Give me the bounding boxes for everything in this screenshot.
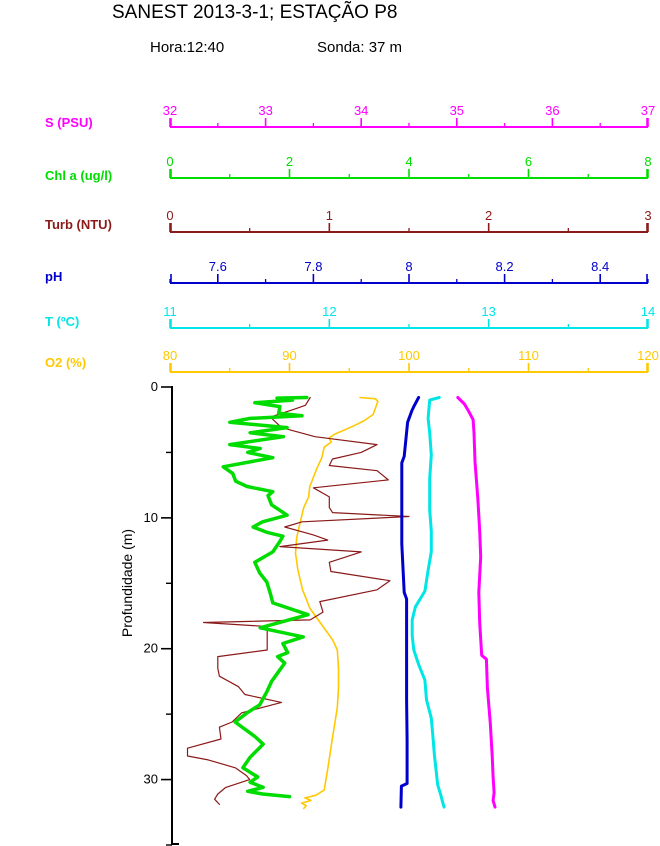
tick-label-pH: 7.6 xyxy=(209,259,227,274)
sonda-label: Sonda: 37 m xyxy=(317,39,403,56)
tick-label-Turb: 2 xyxy=(485,208,492,223)
tick-label-Chl: 2 xyxy=(286,154,293,169)
axis-pH: 7.6 7.8 8 8.2 8.4 xyxy=(169,259,649,284)
axis-label-ph: pH xyxy=(45,269,63,284)
tick-label-O2: 90 xyxy=(282,348,296,363)
tick-label-S: 35 xyxy=(450,103,464,118)
axis-label-temperature: T (ºC) xyxy=(45,314,80,329)
tick-label-T: 12 xyxy=(322,304,336,319)
tick-label-Chl: 4 xyxy=(405,154,412,169)
tick-label-pH: 7.8 xyxy=(304,259,322,274)
tick-label-S: 36 xyxy=(545,103,559,118)
tick-label-pH: 8.2 xyxy=(496,259,514,274)
profile-Turb xyxy=(186,396,410,806)
tick-label-T: 13 xyxy=(481,304,495,319)
tick-label-O2: 80 xyxy=(163,348,177,363)
depth-tick-label: 10 xyxy=(144,510,158,525)
tick-label-S: 32 xyxy=(163,103,177,118)
tick-label-Chl: 0 xyxy=(166,154,173,169)
axis-label-chlorophyll: Chl a (ug/l) xyxy=(45,168,113,183)
axis-label-turbidity: Turb (NTU) xyxy=(45,217,112,232)
tick-label-Turb: 3 xyxy=(644,208,651,223)
tick-label-S: 34 xyxy=(354,103,368,118)
tick-label-Turb: 1 xyxy=(326,208,333,223)
axis-T: 11 12 13 14 xyxy=(163,304,655,329)
tick-label-T: 14 xyxy=(641,304,655,319)
axis-label-salinity: S (PSU) xyxy=(45,115,93,130)
tick-label-O2: 100 xyxy=(398,348,420,363)
tick-label-Chl: 8 xyxy=(644,154,651,169)
chart-title: SANEST 2013-3-1; ESTAÇÃO P8 xyxy=(112,2,398,23)
tick-label-pH: 8.4 xyxy=(591,259,609,274)
axis-Turb: 0 1 2 3 xyxy=(166,208,652,233)
tick-label-pH: 8 xyxy=(405,259,412,274)
axis-label-oxygen: O2 (%) xyxy=(45,355,87,370)
tick-label-O2: 110 xyxy=(518,348,539,363)
tick-label-S: 37 xyxy=(641,103,655,118)
tick-label-O2: 120 xyxy=(637,348,659,363)
axis-Chl: 0 2 4 6 8 xyxy=(166,154,652,179)
hora-label: Hora:12:40 xyxy=(150,39,225,56)
tick-label-Turb: 0 xyxy=(166,208,173,223)
depth-tick-label: 30 xyxy=(144,772,158,787)
tick-label-S: 33 xyxy=(258,103,272,118)
profile-O2 xyxy=(294,396,379,810)
axis-O2: 80 90 100 110 120 xyxy=(163,348,659,373)
tick-label-Chl: 6 xyxy=(525,154,532,169)
profile-Chl xyxy=(221,395,310,799)
depth-tick-label: 0 xyxy=(151,379,158,394)
profile-pH xyxy=(399,396,421,809)
tick-label-T: 11 xyxy=(163,304,177,319)
depth-axis: 0 10 20 30 xyxy=(144,379,179,846)
axis-S: 32 33 34 35 36 37 xyxy=(163,103,655,128)
profile-T xyxy=(410,396,446,809)
depth-tick-label: 20 xyxy=(144,641,158,656)
profile-S xyxy=(456,396,497,809)
